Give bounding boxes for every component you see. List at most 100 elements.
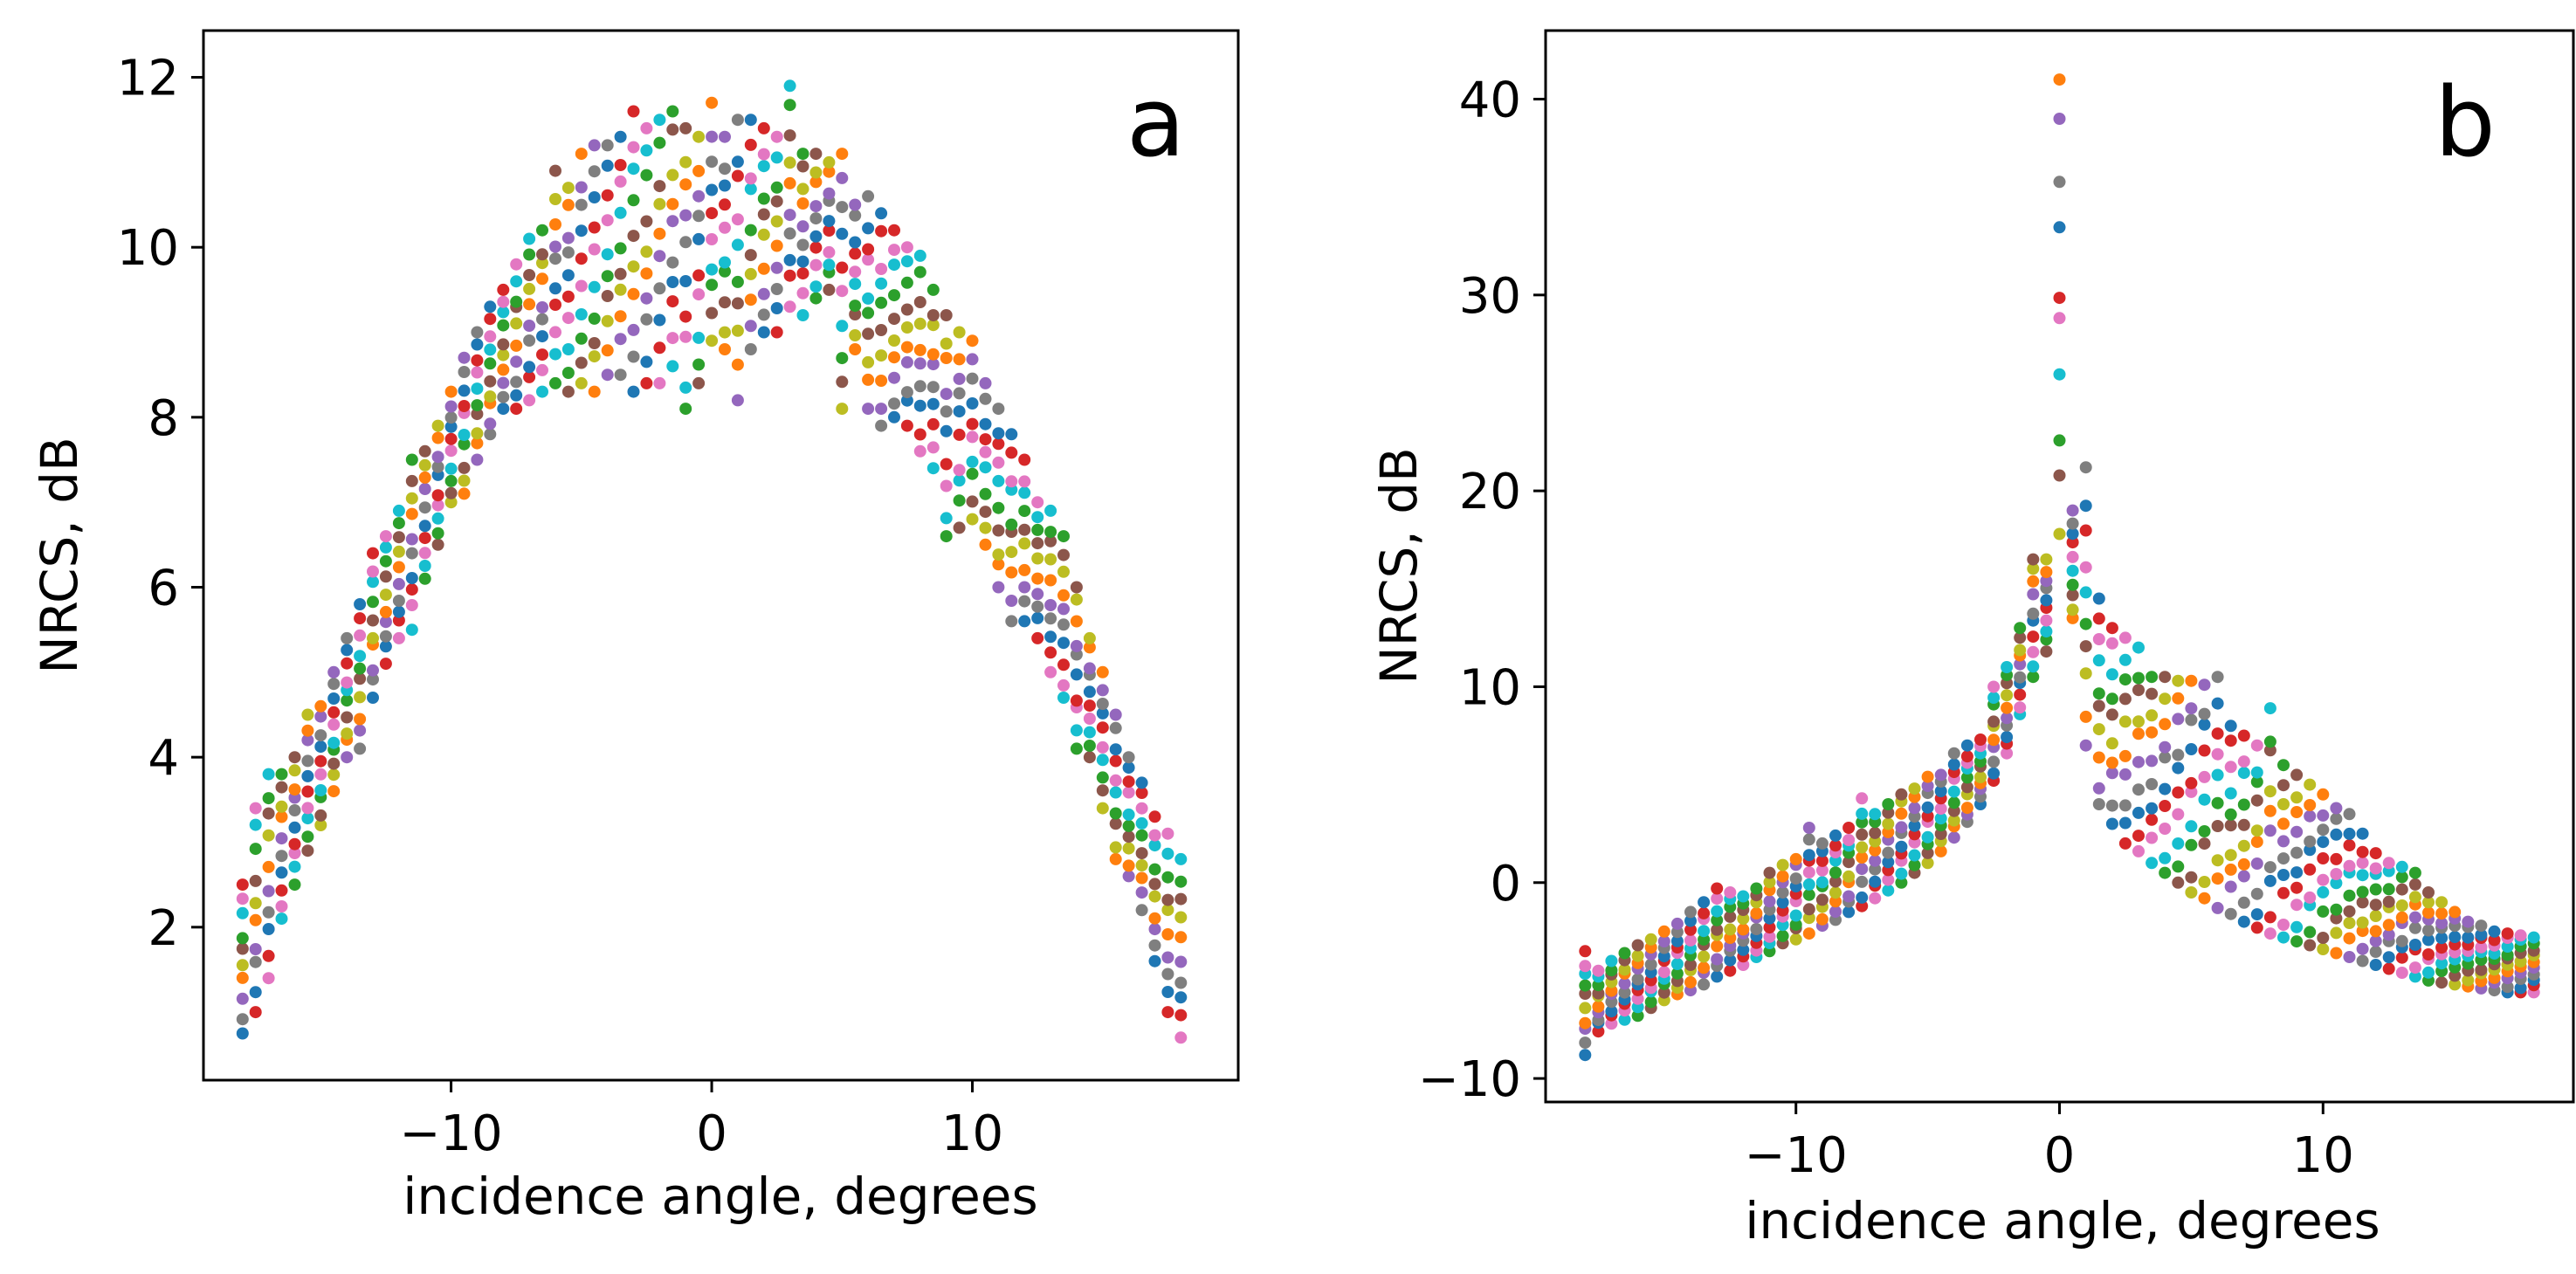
data-point	[2092, 612, 2105, 625]
data-point	[2250, 887, 2263, 900]
data-point	[2330, 912, 2343, 925]
data-point	[1083, 713, 1096, 725]
data-point	[2408, 961, 2421, 974]
data-point	[2527, 931, 2540, 944]
data-point	[249, 818, 262, 831]
data-point	[1934, 768, 1947, 782]
data-point	[1737, 890, 1750, 903]
data-point	[719, 179, 731, 192]
data-point	[1070, 639, 1083, 652]
data-point	[1644, 933, 1657, 946]
data-point	[926, 283, 940, 296]
data-point	[1148, 923, 1161, 936]
data-point	[1908, 802, 1921, 815]
data-point	[653, 114, 666, 127]
data-point	[913, 249, 926, 262]
data-point	[2053, 73, 2066, 86]
data-point	[2501, 981, 2514, 994]
data-point	[2250, 794, 2263, 807]
data-point	[757, 192, 770, 205]
data-point	[1057, 603, 1070, 616]
data-point	[471, 399, 484, 412]
data-point	[940, 512, 953, 525]
data-point	[2014, 644, 2027, 657]
data-point	[2408, 866, 2421, 879]
data-point	[2250, 857, 2263, 870]
data-point	[2488, 925, 2501, 938]
y-tick-label: 10	[1459, 659, 1521, 716]
data-point	[706, 96, 719, 109]
data-point	[1005, 428, 1018, 441]
data-point	[2369, 946, 2382, 958]
data-point	[653, 282, 666, 295]
data-point	[392, 517, 405, 530]
data-point	[2092, 633, 2105, 645]
data-point	[666, 197, 679, 210]
data-point	[2053, 176, 2066, 189]
data-point	[849, 278, 862, 291]
data-point	[2105, 668, 2118, 681]
data-point	[1724, 910, 1737, 923]
data-point	[744, 224, 757, 237]
data-point	[536, 248, 548, 261]
data-point	[1070, 648, 1083, 661]
data-point	[1070, 742, 1083, 755]
data-point	[2395, 860, 2408, 873]
data-point	[1856, 792, 1869, 805]
data-point	[588, 139, 601, 152]
data-point	[405, 492, 418, 505]
data-point	[1096, 706, 1109, 720]
data-point	[523, 361, 536, 374]
data-point	[2408, 878, 2421, 891]
data-point	[2408, 911, 2421, 924]
data-point	[405, 599, 418, 611]
data-point	[262, 860, 275, 873]
data-point	[236, 992, 249, 1005]
data-point	[1882, 856, 1895, 869]
data-point	[2079, 586, 2092, 599]
data-point	[1698, 961, 1711, 974]
data-point	[1698, 906, 1711, 919]
data-point	[1802, 849, 1815, 862]
data-point	[497, 390, 510, 403]
data-point	[1895, 788, 1908, 801]
data-point	[1605, 1017, 1618, 1030]
data-point	[666, 256, 679, 269]
data-point	[2172, 748, 2185, 761]
data-point	[431, 538, 444, 551]
data-point	[900, 276, 913, 289]
data-point	[2343, 808, 2356, 821]
data-point	[2066, 589, 2079, 602]
data-point	[666, 360, 679, 373]
data-point	[1895, 807, 1908, 820]
data-point	[692, 210, 706, 223]
data-point	[275, 884, 288, 897]
data-point	[2290, 825, 2304, 838]
data-point	[1031, 511, 1044, 524]
data-point	[1657, 950, 1670, 963]
data-point	[823, 258, 836, 272]
scatter-points-a	[236, 79, 1188, 1044]
data-point	[2330, 852, 2343, 865]
data-point	[314, 710, 327, 723]
data-point	[2146, 709, 2159, 722]
data-point	[249, 943, 262, 955]
data-point	[1869, 854, 1882, 867]
data-point	[2488, 971, 2501, 984]
data-point	[444, 474, 458, 487]
y-axis-label-b: NRCS, dB	[1369, 447, 1429, 685]
data-point	[1724, 886, 1737, 899]
data-point	[1895, 867, 1908, 880]
data-point	[692, 130, 706, 143]
data-point	[536, 301, 548, 313]
data-point	[1882, 846, 1895, 859]
data-point	[575, 198, 588, 211]
data-point	[627, 105, 640, 118]
y-tick-label: 20	[1459, 464, 1521, 520]
data-point	[1869, 892, 1882, 905]
data-point	[1148, 829, 1161, 842]
data-point	[2118, 631, 2132, 644]
data-point	[875, 263, 888, 275]
data-point	[1605, 1005, 1618, 1018]
y-tick-label: 10	[117, 220, 179, 277]
